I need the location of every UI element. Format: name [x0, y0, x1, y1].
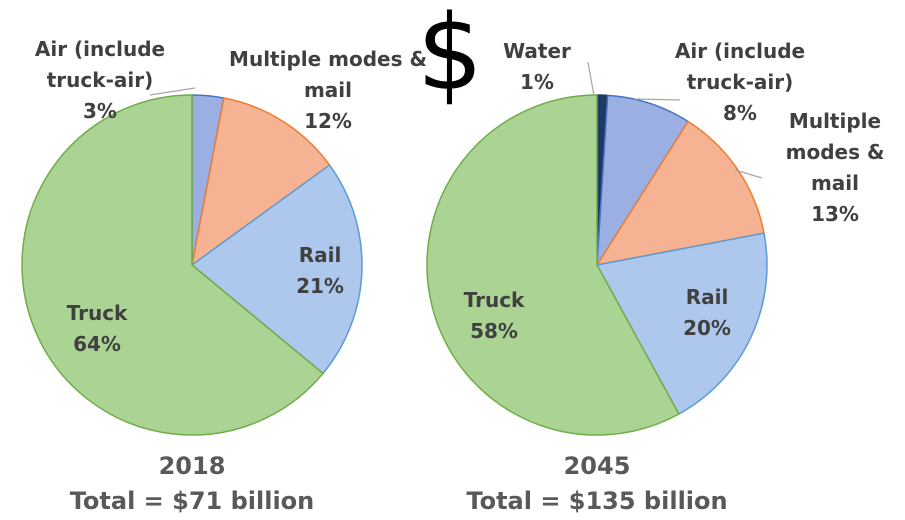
slice-label: Multiple modes & mail 13% — [775, 106, 895, 230]
leader-line — [587, 61, 595, 97]
slice-label: Truck 64% — [57, 298, 137, 360]
category-label: Water — [503, 39, 571, 63]
chart-title: 2018 — [158, 452, 226, 480]
chart-subtitle: Total = $71 billion — [69, 487, 315, 515]
slice-label: Rail 21% — [280, 240, 360, 302]
leader-line — [149, 87, 196, 96]
category-label: Truck — [463, 288, 525, 312]
chart-subtitle: Total = $135 billion — [466, 487, 728, 515]
chart-title: 2045 — [563, 452, 631, 480]
slice-label: Multiple modes & mail 12% — [228, 44, 428, 137]
value-label: 12% — [304, 109, 352, 133]
pie-slice — [596, 232, 768, 415]
pie-slice — [21, 94, 324, 436]
slice-label: Air (include truck-air) 8% — [665, 36, 815, 129]
pie-slice — [426, 94, 680, 436]
category-label: Rail — [685, 285, 729, 309]
category-label: Multiple modes & mail — [785, 109, 885, 195]
leader-line — [734, 169, 763, 179]
slice-label: Air (include truck-air) 3% — [25, 34, 175, 127]
leader-line — [634, 98, 681, 101]
slice-label: Truck 58% — [454, 285, 534, 347]
value-label: 21% — [296, 274, 344, 298]
pie-slice — [191, 97, 331, 266]
category-label: Multiple modes & mail — [229, 47, 427, 102]
value-label: 20% — [683, 316, 731, 340]
value-label: 64% — [73, 332, 121, 356]
header-symbol: $ — [416, 0, 484, 114]
value-label: 13% — [811, 202, 859, 226]
category-label: Truck — [66, 301, 128, 325]
value-label: 3% — [83, 99, 117, 123]
slice-label: Water 1% — [497, 36, 577, 98]
value-label: 1% — [520, 70, 554, 94]
pie-slice — [596, 120, 765, 266]
category-label: Air (include truck-air) — [34, 37, 166, 92]
category-label: Air (include truck-air) — [674, 39, 806, 94]
pie-slice — [191, 164, 363, 375]
slice-label: Rail 20% — [667, 282, 747, 344]
value-label: 58% — [470, 319, 518, 343]
value-label: 8% — [723, 101, 757, 125]
category-label: Rail — [298, 243, 342, 267]
